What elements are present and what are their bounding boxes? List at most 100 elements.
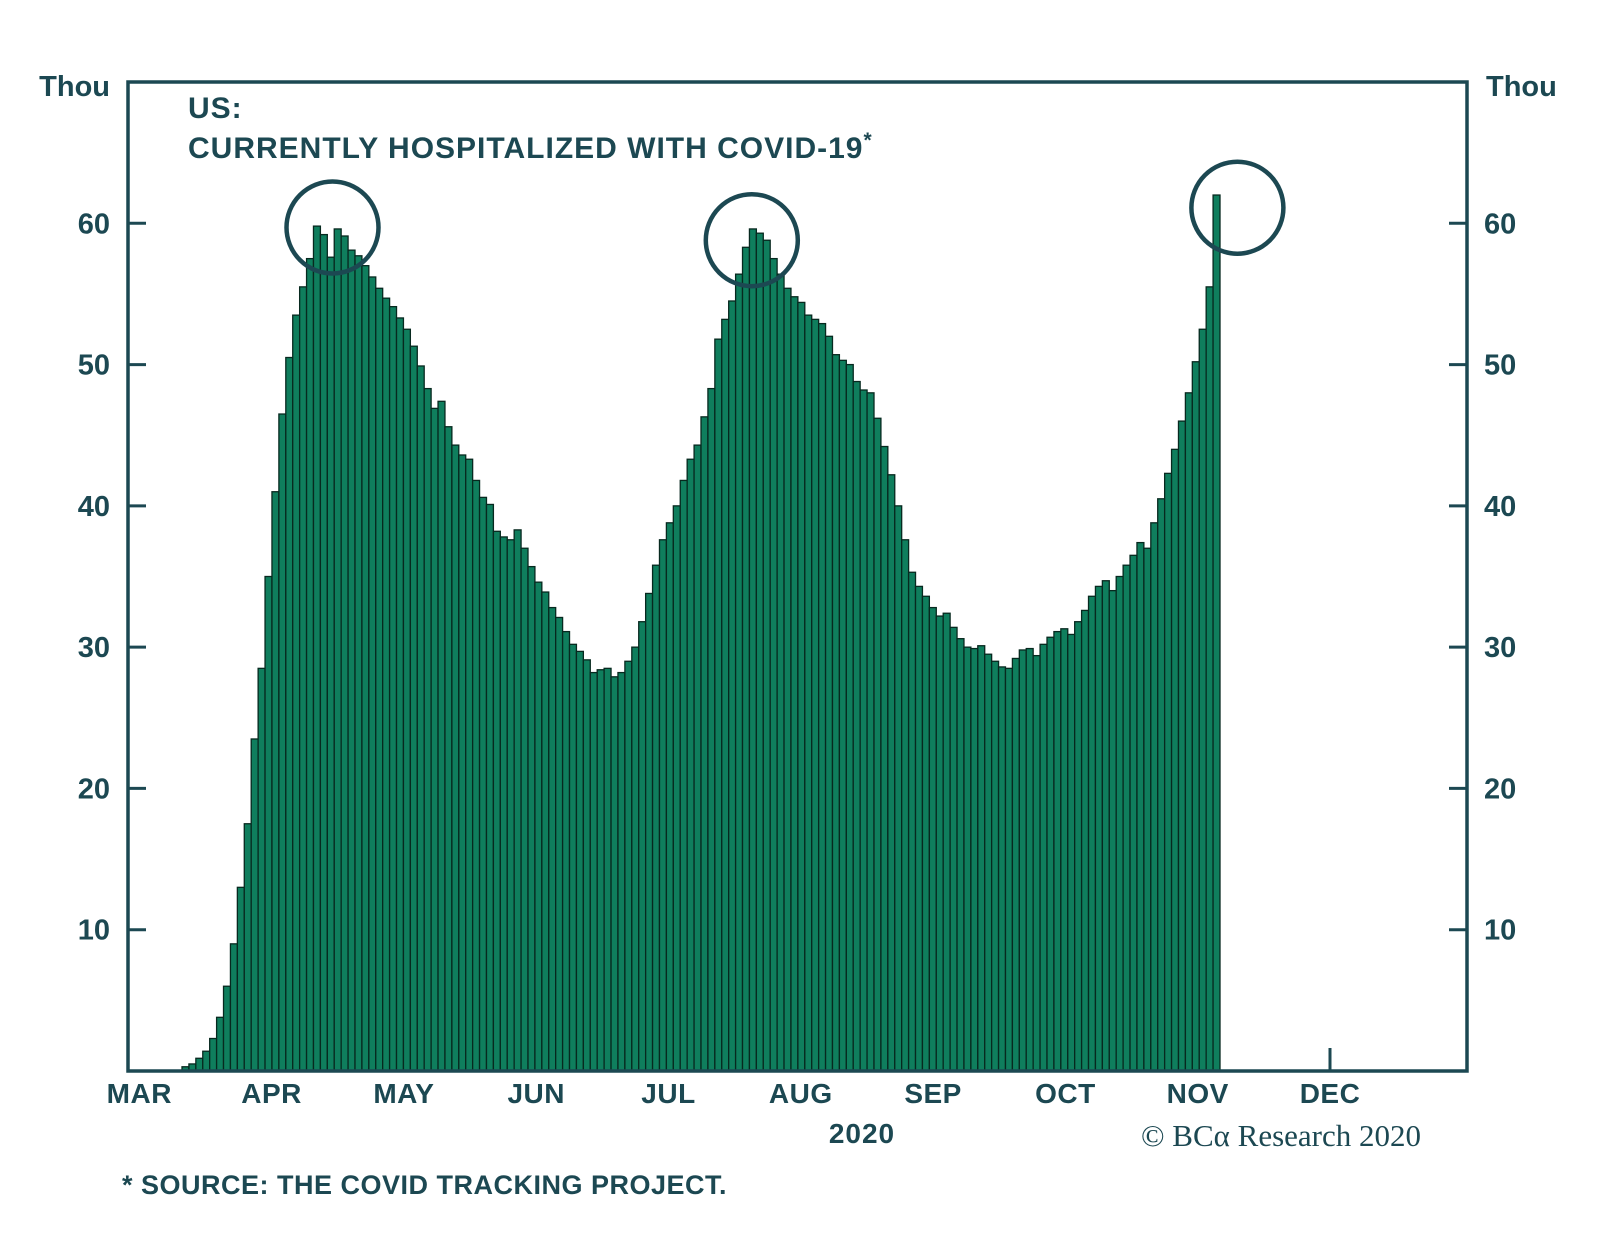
bar	[610, 676, 619, 1072]
bar	[1212, 194, 1221, 1072]
bar	[1184, 392, 1193, 1072]
bar	[1108, 589, 1117, 1072]
bar	[236, 886, 245, 1072]
bar	[202, 1050, 211, 1072]
bar	[804, 314, 813, 1072]
bar	[215, 1016, 225, 1072]
bar	[866, 392, 875, 1072]
peak-circle-annotation	[284, 179, 381, 276]
bar	[797, 301, 806, 1072]
bar	[603, 667, 612, 1072]
bar	[471, 479, 481, 1072]
bar	[195, 1057, 204, 1072]
bar	[783, 287, 792, 1072]
y-tick-label-right: 50	[1484, 350, 1516, 382]
bar	[838, 359, 847, 1072]
bar	[298, 286, 308, 1072]
x-tick-label-jun: JUN	[507, 1078, 565, 1109]
bar	[990, 660, 1000, 1072]
bar	[1170, 448, 1180, 1072]
bar	[243, 823, 252, 1072]
bar	[921, 595, 931, 1072]
source-note: * SOURCE: THE COVID TRACKING PROJECT.	[122, 1170, 727, 1200]
bar	[907, 571, 917, 1072]
bar	[894, 505, 903, 1072]
bar	[485, 503, 495, 1072]
bar	[409, 345, 418, 1072]
bar	[755, 232, 764, 1072]
x-tick-label-dec: DEC	[1300, 1078, 1361, 1109]
bar	[672, 505, 681, 1072]
bar	[887, 474, 896, 1072]
bar	[1025, 647, 1034, 1072]
bar	[714, 338, 723, 1072]
bar	[416, 365, 425, 1072]
bar	[541, 591, 550, 1072]
bar	[721, 318, 730, 1072]
bar	[638, 621, 647, 1072]
bar	[1205, 286, 1214, 1072]
bar	[478, 496, 488, 1072]
y-tick-label-right: 60	[1484, 208, 1516, 240]
bar	[1101, 580, 1110, 1072]
bar	[499, 536, 508, 1072]
bar	[333, 228, 342, 1072]
x-tick-label-oct: OCT	[1035, 1078, 1096, 1109]
bar	[375, 287, 384, 1072]
bar	[361, 265, 370, 1072]
bar	[492, 530, 501, 1072]
y-tick-label-left: 50	[78, 350, 110, 382]
peak-circle-annotation	[1189, 159, 1286, 256]
bar	[1046, 636, 1055, 1072]
chart-title-footnote-asterisk: *	[864, 129, 873, 152]
x-tick-label-sep: SEP	[904, 1078, 962, 1109]
bar	[693, 444, 702, 1072]
bar	[388, 305, 398, 1072]
bar	[1115, 575, 1124, 1072]
x-tick-label-may: MAY	[373, 1078, 434, 1109]
bar	[1060, 628, 1069, 1072]
bar	[596, 669, 605, 1072]
x-axis-year-label: 2020	[829, 1118, 895, 1149]
bar	[292, 314, 301, 1072]
bar	[1004, 667, 1014, 1072]
axes-frame-group	[126, 80, 1469, 1073]
bar	[271, 491, 280, 1072]
bar	[1087, 595, 1097, 1072]
bar	[811, 318, 820, 1072]
bar	[769, 257, 778, 1072]
y-tick-label-left: 40	[78, 491, 110, 523]
bar	[762, 239, 771, 1072]
bar	[305, 257, 315, 1072]
bar	[354, 255, 363, 1072]
bar	[1177, 420, 1187, 1072]
bar	[250, 738, 259, 1072]
bar	[285, 356, 294, 1072]
bar	[465, 458, 474, 1072]
bar	[631, 646, 640, 1072]
bar	[852, 380, 861, 1072]
bar	[728, 300, 737, 1072]
plot-frame	[126, 80, 1469, 1073]
bar	[845, 363, 854, 1072]
bar	[1163, 472, 1173, 1072]
bar	[942, 612, 951, 1072]
bar	[824, 335, 834, 1072]
bar	[977, 645, 986, 1072]
bar	[970, 647, 979, 1072]
bar	[312, 225, 322, 1072]
bar	[997, 666, 1007, 1072]
bar	[1053, 630, 1062, 1072]
bar	[949, 626, 958, 1072]
bar	[928, 606, 937, 1072]
bar	[790, 296, 799, 1072]
bar	[831, 354, 841, 1072]
bar	[734, 273, 744, 1072]
bar	[984, 653, 993, 1072]
bar	[1143, 547, 1152, 1072]
bar	[817, 322, 827, 1072]
bar	[1074, 621, 1083, 1072]
y-axis-unit-right: Thou	[1486, 71, 1557, 103]
chart-title-line1: US:	[188, 92, 243, 125]
